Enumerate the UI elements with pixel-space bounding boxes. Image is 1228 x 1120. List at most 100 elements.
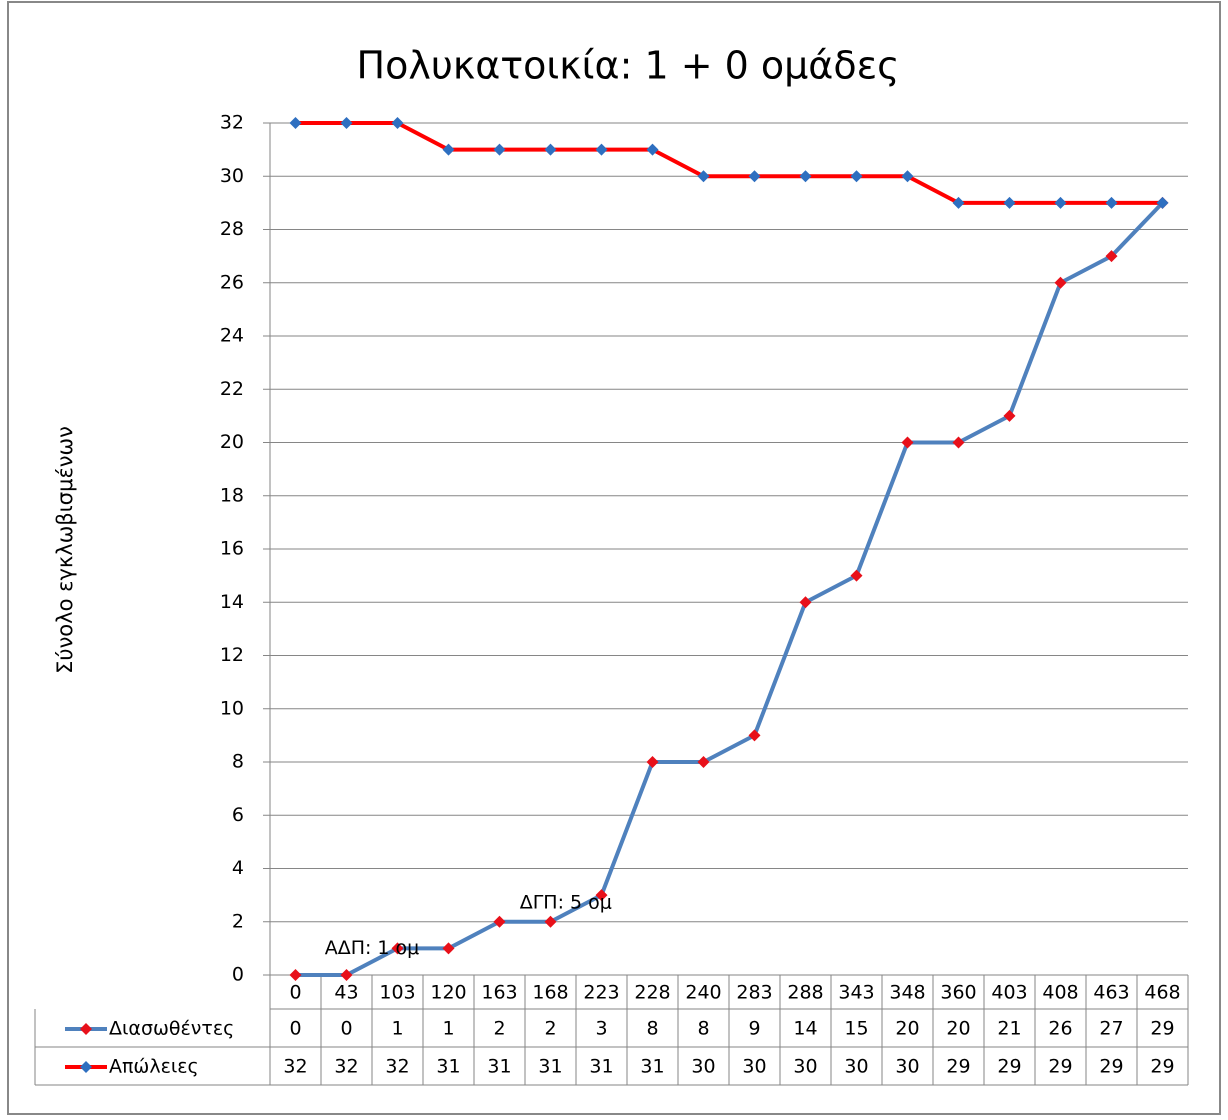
table-value: 29: [1150, 1018, 1174, 1040]
marker: [697, 170, 710, 183]
marker: [595, 143, 608, 156]
series-line: [295, 121, 1163, 205]
table-value: 2: [493, 1018, 505, 1040]
x-tick-label: 228: [634, 982, 670, 1004]
marker: [493, 143, 506, 156]
x-tick-label: 103: [379, 982, 415, 1004]
marker: [1003, 196, 1016, 209]
table-value: 32: [283, 1056, 307, 1078]
table-value: 1: [442, 1018, 454, 1040]
y-tick-label: 14: [220, 591, 244, 613]
marker: [1003, 409, 1016, 422]
table-value: 3: [595, 1018, 607, 1040]
table-value: 26: [1048, 1018, 1072, 1040]
x-tick-label: 43: [334, 982, 358, 1004]
y-tick-label: 10: [220, 697, 244, 719]
y-tick-label: 0: [232, 964, 244, 986]
y-axis-label: Σύνολο εγκλωβισμένων: [53, 426, 77, 674]
y-tick-label: 26: [220, 271, 244, 293]
x-tick-label: 288: [787, 982, 823, 1004]
table-value: 29: [1048, 1056, 1072, 1078]
marker: [952, 436, 965, 449]
x-tick-label: 343: [838, 982, 874, 1004]
marker: [544, 143, 557, 156]
y-tick-label: 18: [220, 484, 244, 506]
chart-border: [7, 1, 1221, 1115]
table-value: 27: [1099, 1018, 1123, 1040]
x-tick-label: 223: [583, 982, 619, 1004]
x-tick-label: 240: [685, 982, 721, 1004]
marker: [1105, 250, 1118, 263]
x-tick-label: 283: [736, 982, 772, 1004]
marker: [1156, 196, 1169, 209]
table-value: 31: [487, 1056, 511, 1078]
y-tick-label: 32: [220, 112, 244, 134]
x-tick-label: 408: [1042, 982, 1078, 1004]
chart-title: Πολυκατοικία: 1 + 0 ομάδες: [357, 44, 900, 88]
table-value: 30: [895, 1056, 919, 1078]
marker: [748, 170, 761, 183]
table-value: 32: [385, 1056, 409, 1078]
y-tick-label: 6: [232, 804, 244, 826]
y-tick-label: 28: [220, 218, 244, 240]
y-tick-label: 8: [232, 751, 244, 773]
table-value: 9: [748, 1018, 760, 1040]
table-value: 20: [895, 1018, 919, 1040]
series-line: [295, 201, 1164, 977]
table-value: 14: [793, 1018, 817, 1040]
marker: [340, 117, 353, 129]
marker: [1054, 196, 1067, 209]
table-value: 15: [844, 1018, 868, 1040]
y-tick-label: 16: [220, 538, 244, 560]
legend-marker: [80, 1061, 92, 1073]
marker: [901, 436, 914, 449]
marker: [544, 915, 557, 928]
table-value: 29: [1099, 1056, 1123, 1078]
marker: [391, 942, 404, 955]
x-tick-label: 163: [481, 982, 517, 1004]
x-tick-label: 468: [1144, 982, 1180, 1004]
marker: [1105, 196, 1118, 209]
table-value: 0: [340, 1018, 352, 1040]
table-value: 30: [844, 1056, 868, 1078]
marker: [493, 915, 506, 928]
marker: [442, 942, 455, 955]
legend-label: Απώλειες: [109, 1056, 199, 1078]
table-value: 20: [946, 1018, 970, 1040]
marker: [748, 729, 761, 742]
legend-label: Διασωθέντες: [109, 1018, 234, 1040]
table-value: 8: [646, 1018, 658, 1040]
marker: [952, 196, 965, 209]
table-value: 21: [997, 1018, 1021, 1040]
y-tick-label: 22: [220, 378, 244, 400]
marker: [289, 117, 302, 129]
table-value: 30: [691, 1056, 715, 1078]
annotation: ΔΓΠ: 5 ομ: [520, 892, 612, 914]
marker: [646, 756, 659, 768]
table-value: 29: [946, 1056, 970, 1078]
table-value: 31: [640, 1056, 664, 1078]
marker: [850, 170, 863, 183]
table-value: 8: [697, 1018, 709, 1040]
x-tick-label: 348: [889, 982, 925, 1004]
y-tick-label: 12: [220, 644, 244, 666]
marker: [697, 756, 710, 768]
marker: [595, 889, 608, 902]
x-tick-label: 168: [532, 982, 568, 1004]
marker: [799, 596, 812, 609]
table-value: 1: [391, 1018, 403, 1040]
table-value: 29: [1150, 1056, 1174, 1078]
marker: [391, 117, 404, 129]
marker: [340, 969, 353, 981]
marker: [901, 170, 914, 183]
y-tick-label: 2: [232, 910, 244, 932]
x-tick-label: 403: [991, 982, 1027, 1004]
table-value: 0: [289, 1018, 301, 1040]
table-value: 31: [436, 1056, 460, 1078]
table-value: 32: [334, 1056, 358, 1078]
y-tick-label: 24: [220, 325, 244, 347]
table-value: 29: [997, 1056, 1021, 1078]
table-value: 2: [544, 1018, 556, 1040]
marker: [646, 143, 659, 156]
